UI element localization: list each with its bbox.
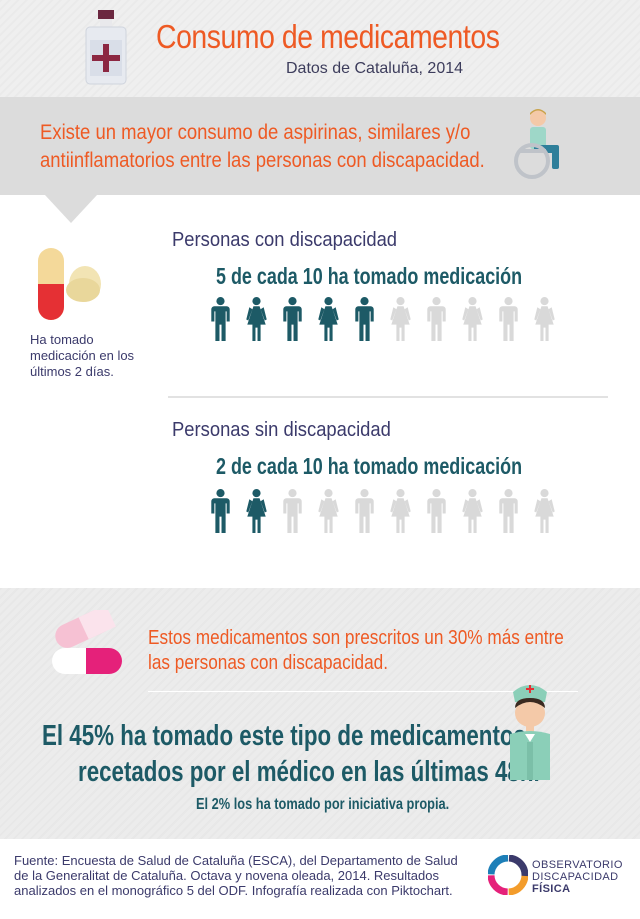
man-icon — [427, 297, 446, 341]
group-title-without-disability: Personas sin discapacidad — [172, 419, 391, 441]
man-icon — [211, 489, 230, 533]
woman-icon — [318, 297, 339, 341]
highlight-line-2: recetados por el médico en las últimas 4… — [78, 756, 540, 788]
man-icon — [283, 297, 302, 341]
footer: Fuente: Encuesta de Salud de Cataluña (E… — [0, 839, 640, 919]
people-row-without-disability — [203, 489, 562, 534]
wheelchair-person-icon — [514, 109, 559, 179]
woman-icon — [534, 297, 555, 341]
header: Consumo de medicamentos Datos de Cataluñ… — [0, 0, 640, 97]
group-title-with-disability: Personas con discapacidad — [172, 229, 398, 251]
pills-icon — [38, 248, 101, 320]
woman-icon — [390, 489, 411, 533]
intro-band: Existe un mayor consumo de aspirinas, si… — [0, 97, 640, 195]
section-divider — [168, 396, 608, 398]
intro-line-1: Existe un mayor consumo de aspirinas, si… — [40, 121, 471, 144]
capsule-icon — [52, 610, 122, 674]
woman-icon — [246, 489, 267, 533]
intro-line-2: antiinflamatorios entre las personas con… — [40, 149, 485, 172]
woman-icon — [462, 297, 483, 341]
medicine-bottle-icon — [85, 10, 127, 85]
nurse-icon — [510, 685, 550, 780]
people-row-with-disability — [203, 297, 562, 342]
woman-icon — [318, 489, 339, 533]
logo-line-3: FÍSICA — [532, 883, 571, 895]
woman-icon — [462, 489, 483, 533]
pill-note: Ha tomado medicación en los últimos 2 dí… — [30, 332, 135, 379]
prescription-text: Estos medicamentos son prescritos un 30%… — [148, 626, 564, 676]
logo-line-2: DISCAPACIDAD — [532, 871, 619, 883]
prescription-line-2: las personas con discapacidad. — [148, 652, 388, 674]
band-divider — [148, 691, 578, 692]
logo-line-1: OBSERVATORIO — [532, 859, 623, 871]
man-icon — [355, 297, 374, 341]
prescription-line-1: Estos medicamentos son prescritos un 30%… — [148, 627, 564, 649]
page-title: Consumo de medicamentos — [156, 18, 500, 55]
man-icon — [355, 489, 374, 533]
odf-logo — [488, 855, 528, 895]
group-stat-without-disability: 2 de cada 10 ha tomado medicación — [216, 453, 523, 479]
group-stat-with-disability: 5 de cada 10 ha tomado medicación — [216, 263, 523, 289]
man-icon — [211, 297, 230, 341]
highlight-line-1: El 45% ha tomado este tipo de medicament… — [42, 720, 526, 752]
intro-text: Existe un mayor consumo de aspirinas, si… — [40, 119, 485, 175]
man-icon — [499, 489, 518, 533]
man-icon — [283, 489, 302, 533]
logo-text: OBSERVATORIO DISCAPACIDAD FÍSICA — [532, 859, 623, 895]
callout-pointer — [45, 195, 97, 223]
highlight-note: El 2% los ha tomado por iniciativa propi… — [196, 796, 450, 813]
man-icon — [499, 297, 518, 341]
prescription-band: Estos medicamentos son prescritos un 30%… — [0, 588, 640, 839]
woman-icon — [390, 297, 411, 341]
man-icon — [427, 489, 446, 533]
source-text: Fuente: Encuesta de Salud de Cataluña (E… — [14, 853, 458, 898]
woman-icon — [534, 489, 555, 533]
woman-icon — [246, 297, 267, 341]
page-subtitle: Datos de Cataluña, 2014 — [286, 60, 464, 77]
